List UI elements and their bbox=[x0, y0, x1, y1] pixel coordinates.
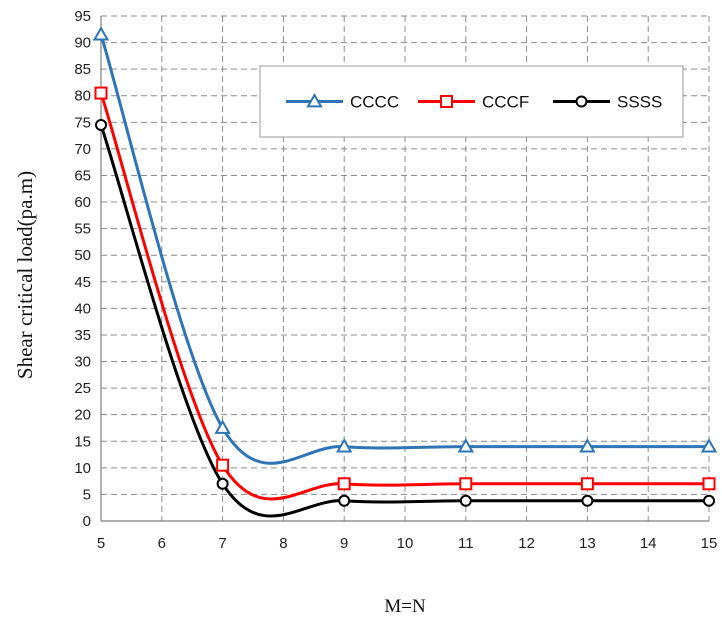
x-tick-label: 5 bbox=[97, 535, 105, 552]
y-tick-label: 50 bbox=[74, 247, 91, 264]
data-point-ssss bbox=[459, 494, 472, 507]
y-tick-label: 90 bbox=[74, 35, 91, 52]
data-point-cccc bbox=[92, 26, 110, 41]
y-tick-label: 30 bbox=[74, 354, 91, 371]
x-tick-label: 14 bbox=[640, 535, 657, 552]
data-point-cccc bbox=[457, 438, 475, 453]
data-point-cccc bbox=[579, 438, 596, 453]
data-point-cccf bbox=[94, 86, 108, 100]
legend-marker-cccc bbox=[306, 92, 323, 108]
series-markers bbox=[92, 26, 718, 507]
y-axis-title: Shear critical load(pa.m) bbox=[13, 171, 37, 379]
x-tick-label: 13 bbox=[579, 535, 596, 552]
y-tick-label: 80 bbox=[74, 88, 91, 105]
data-point-cccf bbox=[459, 477, 473, 491]
legend-label-cccc: CCCC bbox=[350, 93, 399, 112]
y-tick-label: 65 bbox=[74, 167, 91, 184]
legend-marker-cccf bbox=[440, 95, 453, 108]
y-tick-label: 15 bbox=[74, 433, 91, 450]
data-point-cccc bbox=[214, 419, 231, 434]
x-tick-label: 6 bbox=[158, 535, 166, 552]
y-tick-label: 55 bbox=[74, 221, 91, 238]
x-tick-label: 15 bbox=[701, 535, 718, 552]
data-point-cccc bbox=[700, 438, 718, 453]
legend-label-cccf: CCCF bbox=[482, 93, 529, 112]
data-point-ssss bbox=[338, 494, 351, 507]
y-tick-label: 40 bbox=[74, 300, 91, 317]
y-tick-label: 95 bbox=[74, 8, 91, 25]
x-tick-label: 7 bbox=[218, 535, 226, 552]
y-tick-label: 25 bbox=[74, 380, 91, 397]
y-tick-label: 0 bbox=[83, 513, 91, 530]
x-tick-label: 8 bbox=[279, 535, 287, 552]
data-point-ssss bbox=[703, 494, 715, 507]
axes bbox=[100, 16, 709, 522]
y-tick-label: 85 bbox=[74, 61, 91, 78]
x-tick-label: 10 bbox=[397, 535, 414, 552]
data-point-cccc bbox=[335, 438, 353, 453]
y-tick-label: 60 bbox=[74, 194, 91, 211]
x-tick-label: 11 bbox=[458, 535, 474, 552]
x-tick-label: 12 bbox=[518, 535, 535, 552]
x-axis-title: M=N bbox=[384, 596, 426, 617]
y-tick-label: 35 bbox=[74, 327, 91, 344]
legend: CCCC CCCF SSSS bbox=[259, 65, 684, 138]
legend-marker-ssss bbox=[575, 95, 588, 108]
data-point-ssss bbox=[216, 477, 229, 490]
data-point-ssss bbox=[581, 494, 594, 507]
data-point-ssss bbox=[95, 118, 107, 131]
legend-label-ssss: SSSS bbox=[617, 93, 662, 112]
y-tick-label: 70 bbox=[74, 141, 91, 158]
y-tick-label: 20 bbox=[74, 407, 91, 424]
y-tick-label: 10 bbox=[74, 460, 91, 477]
y-tick-label: 45 bbox=[74, 274, 91, 291]
x-tick-label: 9 bbox=[340, 535, 348, 552]
y-tick-label: 5 bbox=[83, 486, 91, 503]
data-point-cccf bbox=[216, 458, 230, 472]
y-tick-label: 75 bbox=[74, 114, 91, 131]
data-point-cccf bbox=[337, 477, 351, 491]
data-point-cccf bbox=[580, 477, 594, 491]
data-point-cccf bbox=[702, 477, 716, 491]
